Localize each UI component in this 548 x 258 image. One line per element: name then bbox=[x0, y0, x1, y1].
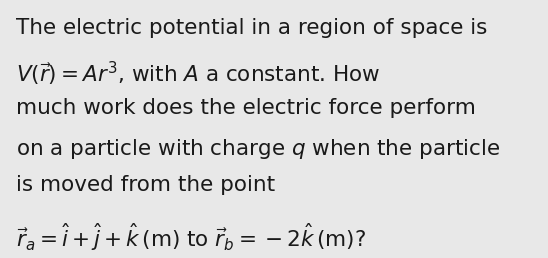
Text: on a particle with charge $q$ when the particle: on a particle with charge $q$ when the p… bbox=[15, 136, 500, 160]
Text: is moved from the point: is moved from the point bbox=[15, 175, 275, 195]
Text: $V(\vec{r}) = Ar^3$, with $A$ a constant. How: $V(\vec{r}) = Ar^3$, with $A$ a constant… bbox=[15, 59, 380, 87]
Text: much work does the electric force perform: much work does the electric force perfor… bbox=[15, 98, 476, 118]
Text: The electric potential in a region of space is: The electric potential in a region of sp… bbox=[15, 18, 487, 38]
Text: $\vec{r}_a = \hat{i} + \hat{j} + \hat{k}\,\mathrm{(m)}$ to $\vec{r}_b = -2\hat{k: $\vec{r}_a = \hat{i} + \hat{j} + \hat{k}… bbox=[15, 221, 366, 253]
